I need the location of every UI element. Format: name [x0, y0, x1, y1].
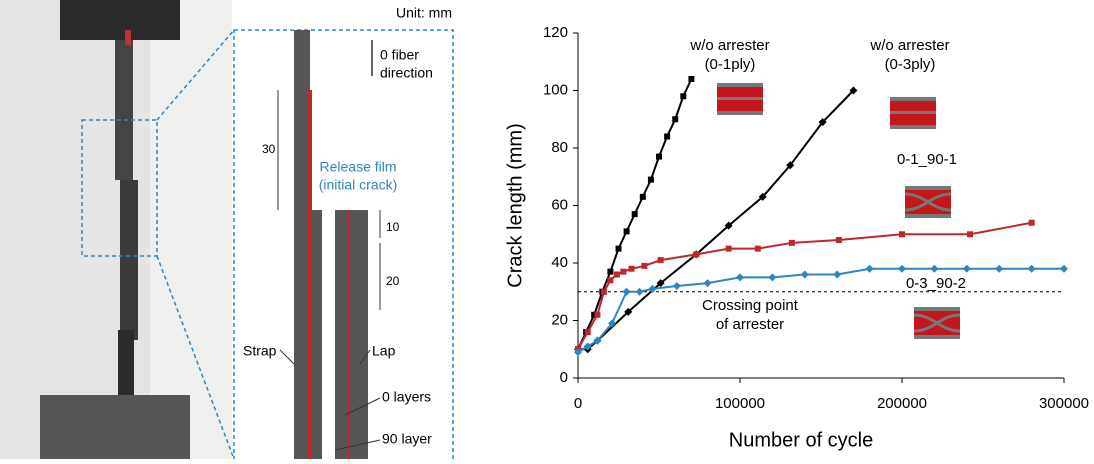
marker [664, 134, 670, 140]
marker [836, 237, 842, 243]
annotation: Crossing point [702, 297, 799, 314]
annotation: w/o arrester [869, 37, 949, 54]
icon [717, 111, 763, 115]
annotation: w/o arrester [689, 37, 769, 54]
marker [628, 266, 634, 272]
marker [833, 271, 841, 279]
y-axis-label: Crack length (mm) [504, 123, 526, 287]
icon [905, 186, 951, 190]
x-tick-label: 300000 [1039, 395, 1089, 412]
marker [648, 177, 654, 183]
marker [616, 246, 622, 252]
chart: 0 20 40 60 80 100 120 0 100000 200000 300000 Number… [504, 24, 1089, 451]
photo [0, 0, 234, 459]
y-tick-label: 100 [543, 81, 568, 98]
y-tick-label: 60 [551, 196, 568, 213]
unit-label: Unit: mm [396, 5, 452, 21]
marker [680, 93, 686, 99]
marker [898, 265, 906, 273]
icon [717, 83, 763, 87]
x-tick-label: 200000 [877, 395, 927, 412]
icon [890, 97, 936, 101]
y-tick-label: 120 [543, 24, 568, 41]
marker [641, 263, 647, 269]
icon [914, 335, 960, 339]
icon [905, 214, 951, 218]
marker [607, 269, 613, 275]
marker [736, 273, 744, 281]
y-tick-label: 80 [551, 139, 568, 156]
x-tick-label: 100000 [715, 395, 765, 412]
icon [890, 125, 936, 129]
marker [632, 211, 638, 217]
marker [963, 265, 971, 273]
marker [693, 251, 699, 257]
marker [755, 246, 761, 252]
series-line [578, 269, 1064, 352]
annotation: 0-3_90-2 [906, 275, 966, 292]
marker [607, 277, 613, 283]
y-tick-label: 0 [560, 369, 568, 386]
y-tick-label: 20 [551, 311, 568, 328]
layers-label: 0 layers [382, 389, 431, 405]
dimension-label: 10 [386, 220, 400, 234]
marker [658, 257, 664, 263]
fiber-direction-line: 0 fiber [380, 47, 419, 63]
marker [636, 288, 644, 296]
marker [585, 329, 591, 335]
annotation: of arrester [716, 316, 784, 333]
marker [899, 231, 905, 237]
icon [717, 97, 763, 100]
lap-label: Lap [372, 343, 396, 359]
marker [640, 194, 646, 200]
marker [704, 279, 712, 287]
marker [601, 289, 607, 295]
marker [620, 269, 626, 275]
marker [1028, 265, 1036, 273]
marker [623, 288, 631, 296]
marker [656, 154, 662, 160]
marker [995, 265, 1003, 273]
marker [673, 282, 681, 290]
release-film-line: Release film [319, 159, 396, 175]
figure: Unit: mm 0 fiber direction 30 Release fi… [0, 0, 1094, 459]
x-tick-label: 0 [574, 395, 582, 412]
marker [866, 265, 874, 273]
layers-label: 90 layer [382, 431, 432, 447]
y-tick-label: 40 [551, 254, 568, 271]
dimension-label: 30 [262, 142, 276, 156]
marker [1060, 265, 1068, 273]
marker [624, 228, 630, 234]
marker [768, 273, 776, 281]
marker [688, 76, 694, 82]
dimension-label: 20 [386, 274, 400, 288]
x-axis-label: Number of cycle [729, 429, 874, 451]
marker [726, 246, 732, 252]
marker [1029, 220, 1035, 226]
release-film-line: (initial crack) [319, 177, 398, 193]
annotation: 0-1_90-1 [897, 151, 957, 168]
marker [594, 312, 600, 318]
icon [914, 307, 960, 311]
marker [930, 265, 938, 273]
marker [789, 240, 795, 246]
icon [890, 111, 936, 114]
annotation: (0-3ply) [885, 56, 936, 73]
strap-label: Strap [243, 343, 277, 359]
annotation: (0-1ply) [705, 56, 756, 73]
marker [967, 231, 973, 237]
fiber-direction-line: direction [380, 65, 433, 81]
marker [801, 271, 809, 279]
marker [614, 272, 620, 278]
marker [672, 116, 678, 122]
